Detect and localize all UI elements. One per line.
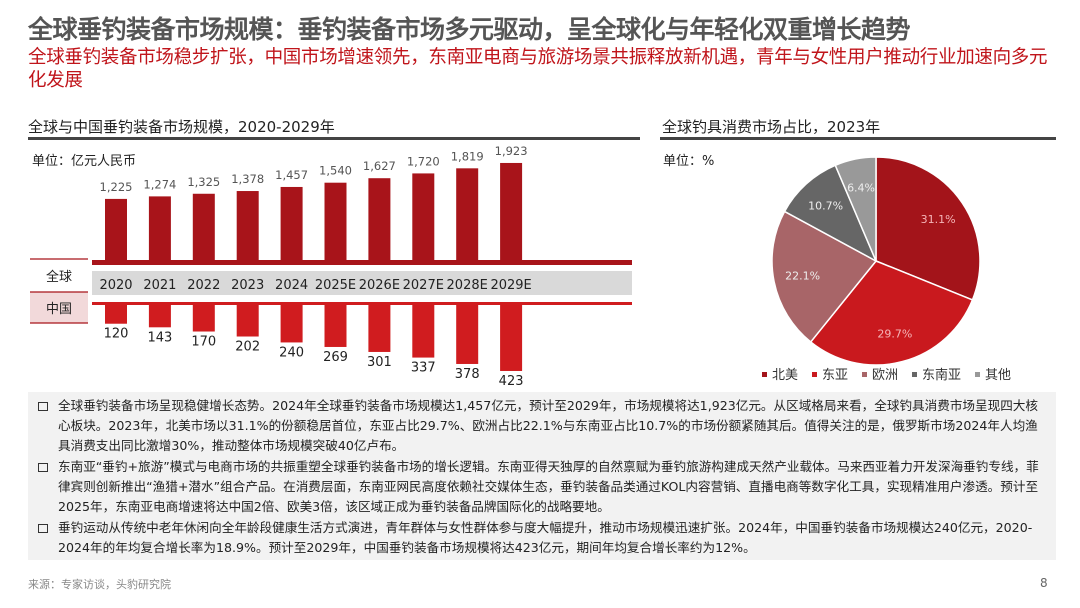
- x-tick-label: 2028E: [447, 278, 488, 293]
- bullet-text: 全球垂钓装备市场呈现稳健增长态势。2024年全球垂钓装备市场规模达1,457亿元…: [58, 398, 1038, 453]
- pie-chart-title: 全球钓具消费市场占比，2023年: [662, 118, 881, 136]
- checkbox-bullet-icon: [38, 402, 48, 411]
- data-label-china: 337: [411, 361, 436, 376]
- legend-swatch: [912, 372, 917, 377]
- row-china-bg: [30, 292, 88, 323]
- x-tick-label: 2029E: [490, 278, 531, 293]
- data-label-china: 378: [455, 367, 480, 382]
- bar-global: [280, 186, 303, 262]
- data-label-china: 202: [235, 340, 260, 355]
- data-label-china: 170: [191, 335, 216, 350]
- x-tick-label: 2027E: [403, 278, 444, 293]
- bar-china: [368, 305, 391, 352]
- pie-slice: [875, 156, 981, 301]
- legend-swatch: [975, 372, 980, 377]
- data-label-china: 423: [499, 374, 524, 385]
- bar-china: [324, 305, 347, 347]
- data-label-china: 120: [104, 327, 129, 342]
- data-label-china: 269: [323, 350, 348, 365]
- pie-data-label: 6.4%: [847, 182, 875, 195]
- global-baseline: [92, 260, 632, 265]
- bullet-text: 垂钓运动从传统中老年休闲向全年龄段健康生活方式演进，青年群体与女性群体参与度大幅…: [58, 520, 1033, 555]
- pie-slice: [783, 164, 878, 263]
- legend-swatch: [762, 372, 767, 377]
- row-label-global: 全球: [46, 269, 72, 285]
- legend-swatch: [812, 372, 817, 377]
- pie-unit-label: 单位：%: [663, 154, 715, 169]
- data-label-global: 1,540: [319, 164, 352, 178]
- legend-label: 其他: [985, 368, 1011, 383]
- bar-china: [412, 305, 435, 358]
- data-label-global: 1,457: [275, 168, 308, 182]
- x-tick-label: 2025E: [315, 278, 356, 293]
- bar-unit-label: 单位：亿元人民币: [32, 154, 137, 169]
- bar-china: [456, 305, 479, 364]
- data-label-global: 1,274: [143, 177, 176, 191]
- data-label-china: 240: [279, 345, 304, 360]
- bar-china: [192, 305, 215, 332]
- legend-swatch: [862, 372, 867, 377]
- data-label-global: 1,225: [100, 180, 133, 194]
- pie-slice: [809, 260, 974, 366]
- data-label-global: 1,819: [451, 149, 484, 163]
- bullet-item: 东南亚“垂钓+旅游”模式与电商市场的共振重塑全球垂钓装备市场的增长逻辑。东南亚得…: [38, 457, 1046, 517]
- pie-data-label: 31.1%: [921, 213, 956, 226]
- source-note: 来源：专家访谈，头豹研究院: [28, 578, 171, 591]
- data-label-global: 1,720: [407, 154, 440, 168]
- data-label-global: 1,325: [187, 175, 220, 189]
- bullet-text: 东南亚“垂钓+旅游”模式与电商市场的共振重塑全球垂钓装备市场的增长逻辑。东南亚得…: [58, 459, 1039, 514]
- data-label-global: 1,378: [231, 172, 264, 186]
- checkbox-bullet-icon: [38, 524, 48, 533]
- bullet-box: 全球垂钓装备市场呈现稳健增长态势。2024年全球垂钓装备市场规模达1,457亿元…: [28, 392, 1056, 560]
- bar-global: [324, 182, 347, 262]
- checkbox-bullet-icon: [38, 463, 48, 472]
- pie-data-label: 29.7%: [877, 327, 912, 340]
- bullet-item: 垂钓运动从传统中老年休闲向全年龄段健康生活方式演进，青年群体与女性群体参与度大幅…: [38, 518, 1046, 558]
- bar-china: [236, 305, 259, 337]
- data-label-global: 1,627: [363, 159, 396, 173]
- x-tick-label: 2026E: [359, 278, 400, 293]
- legend-label: 北美: [772, 368, 798, 383]
- bar-china: [105, 305, 127, 324]
- pie-data-label: 10.7%: [808, 200, 843, 213]
- x-tick-label: 2020: [99, 278, 132, 293]
- page-subtitle: 全球垂钓装备市场稳步扩张，中国市场增速领先，东南亚电商与旅游场景共振释放新机遇，…: [28, 47, 1048, 91]
- data-label-china: 143: [147, 330, 172, 345]
- page-number: 8: [1040, 576, 1048, 590]
- pie-data-label: 22.1%: [785, 270, 820, 283]
- pie-chart: 31.1% 29.7% 22.1% 10.7% 6.4% 北美 东亚 欧洲 东南亚 其他: [762, 156, 1011, 383]
- bar-global: [412, 173, 435, 262]
- x-tick-label: 2024: [275, 278, 308, 293]
- x-tick-label: 2021: [143, 278, 176, 293]
- bar-global: [368, 178, 391, 262]
- bar-chart-title: 全球与中国垂钓装备市场规模，2020-2029年: [28, 118, 335, 136]
- bar-global: [192, 193, 215, 262]
- bar-global: [105, 198, 127, 262]
- divider: [28, 137, 640, 140]
- legend-label: 欧洲: [872, 368, 898, 383]
- bar-global: [456, 168, 479, 262]
- bullet-item: 全球垂钓装备市场呈现稳健增长态势。2024年全球垂钓装备市场规模达1,457亿元…: [38, 396, 1046, 456]
- bar-china: [280, 305, 303, 343]
- china-baseline: [92, 302, 632, 305]
- x-tick-label: 2023: [231, 278, 264, 293]
- row-label-china: 中国: [46, 302, 72, 317]
- bar-global: [236, 191, 259, 262]
- bar-global: [148, 196, 171, 262]
- x-tick-label: 2022: [187, 278, 220, 293]
- legend-label: 东亚: [822, 368, 848, 383]
- page-title: 全球垂钓装备市场规模：垂钓装备市场多元驱动，呈全球化与年轻化双重增长趋势: [28, 15, 911, 44]
- pie-slice: [834, 156, 877, 262]
- data-label-global: 1,923: [495, 144, 528, 158]
- legend-label: 东南亚: [922, 367, 961, 383]
- divider: [660, 137, 1056, 140]
- data-label-china: 301: [367, 355, 392, 370]
- pie-slice: [771, 210, 878, 344]
- year-band: [92, 271, 632, 295]
- bar-china: [148, 305, 171, 328]
- bar-global: [500, 162, 523, 262]
- bar-china: [500, 305, 523, 371]
